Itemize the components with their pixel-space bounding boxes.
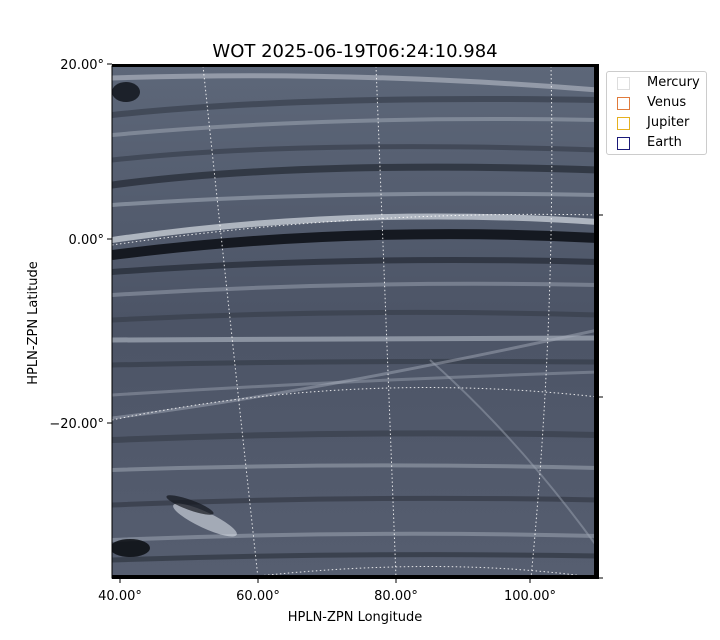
streak xyxy=(429,359,598,549)
streak xyxy=(112,335,598,343)
dark-blob xyxy=(166,495,214,515)
legend-label-jupiter: Jupiter xyxy=(647,115,690,130)
streak xyxy=(112,191,598,207)
dark-blob xyxy=(112,82,140,102)
streak xyxy=(112,328,598,420)
grid-line xyxy=(202,66,259,578)
image-edge-top xyxy=(112,64,599,67)
streak xyxy=(112,213,598,243)
streak xyxy=(112,463,598,472)
legend-item-jupiter: Jupiter xyxy=(617,114,689,132)
streak xyxy=(112,117,598,137)
image-edge-right xyxy=(594,66,599,578)
plot-area xyxy=(112,66,598,578)
legend-swatch-mercury xyxy=(617,76,630,90)
y-tick-label: 20.00° xyxy=(60,58,104,73)
streak xyxy=(112,96,598,118)
legend-label-mercury: Mercury xyxy=(647,75,700,90)
legend-item-mercury: Mercury xyxy=(617,74,700,92)
streak xyxy=(112,229,598,260)
legend: Mercury Venus Jupiter Earth xyxy=(606,71,707,155)
bright-blob xyxy=(173,503,237,537)
streak xyxy=(112,531,598,542)
streak xyxy=(112,309,598,323)
grid-line xyxy=(112,387,598,421)
streak xyxy=(112,144,598,163)
y-axis-label: HPLN-ZPN Latitude xyxy=(26,261,41,384)
legend-label-venus: Venus xyxy=(647,95,687,110)
x-tick-label: 100.00° xyxy=(504,589,556,604)
legend-label-earth: Earth xyxy=(647,135,682,150)
y-tick-label: −20.00° xyxy=(49,417,104,432)
x-tick-label: 40.00° xyxy=(98,589,142,604)
dark-blob xyxy=(112,539,150,557)
x-tick-label: 60.00° xyxy=(236,589,280,604)
image-edge-bottom xyxy=(112,575,599,579)
streak xyxy=(112,73,598,93)
grid-line xyxy=(112,213,598,246)
y-tick-label: 0.00° xyxy=(69,233,104,248)
streak xyxy=(112,281,598,297)
streak xyxy=(112,163,598,189)
x-tick-label: 80.00° xyxy=(374,589,418,604)
grid-line xyxy=(239,566,598,578)
y-axis: 20.00° 0.00° −20.00° xyxy=(49,58,603,579)
image-streaks xyxy=(112,73,598,563)
legend-item-venus: Venus xyxy=(617,94,686,112)
legend-swatch-venus xyxy=(617,96,630,110)
streak xyxy=(112,256,598,275)
legend-swatch-earth xyxy=(617,136,630,150)
coordinate-grid xyxy=(112,66,598,578)
streak xyxy=(112,358,598,368)
x-axis: 40.00° 60.00° 80.00° 100.00° xyxy=(98,578,556,604)
streak xyxy=(112,552,598,563)
legend-item-earth: Earth xyxy=(617,134,682,152)
chart-title: WOT 2025-06-19T06:24:10.984 xyxy=(212,41,497,62)
streak xyxy=(112,430,598,443)
x-axis-label: HPLN-ZPN Longitude xyxy=(288,610,423,625)
streak xyxy=(112,370,598,397)
legend-swatch-jupiter xyxy=(617,116,630,130)
